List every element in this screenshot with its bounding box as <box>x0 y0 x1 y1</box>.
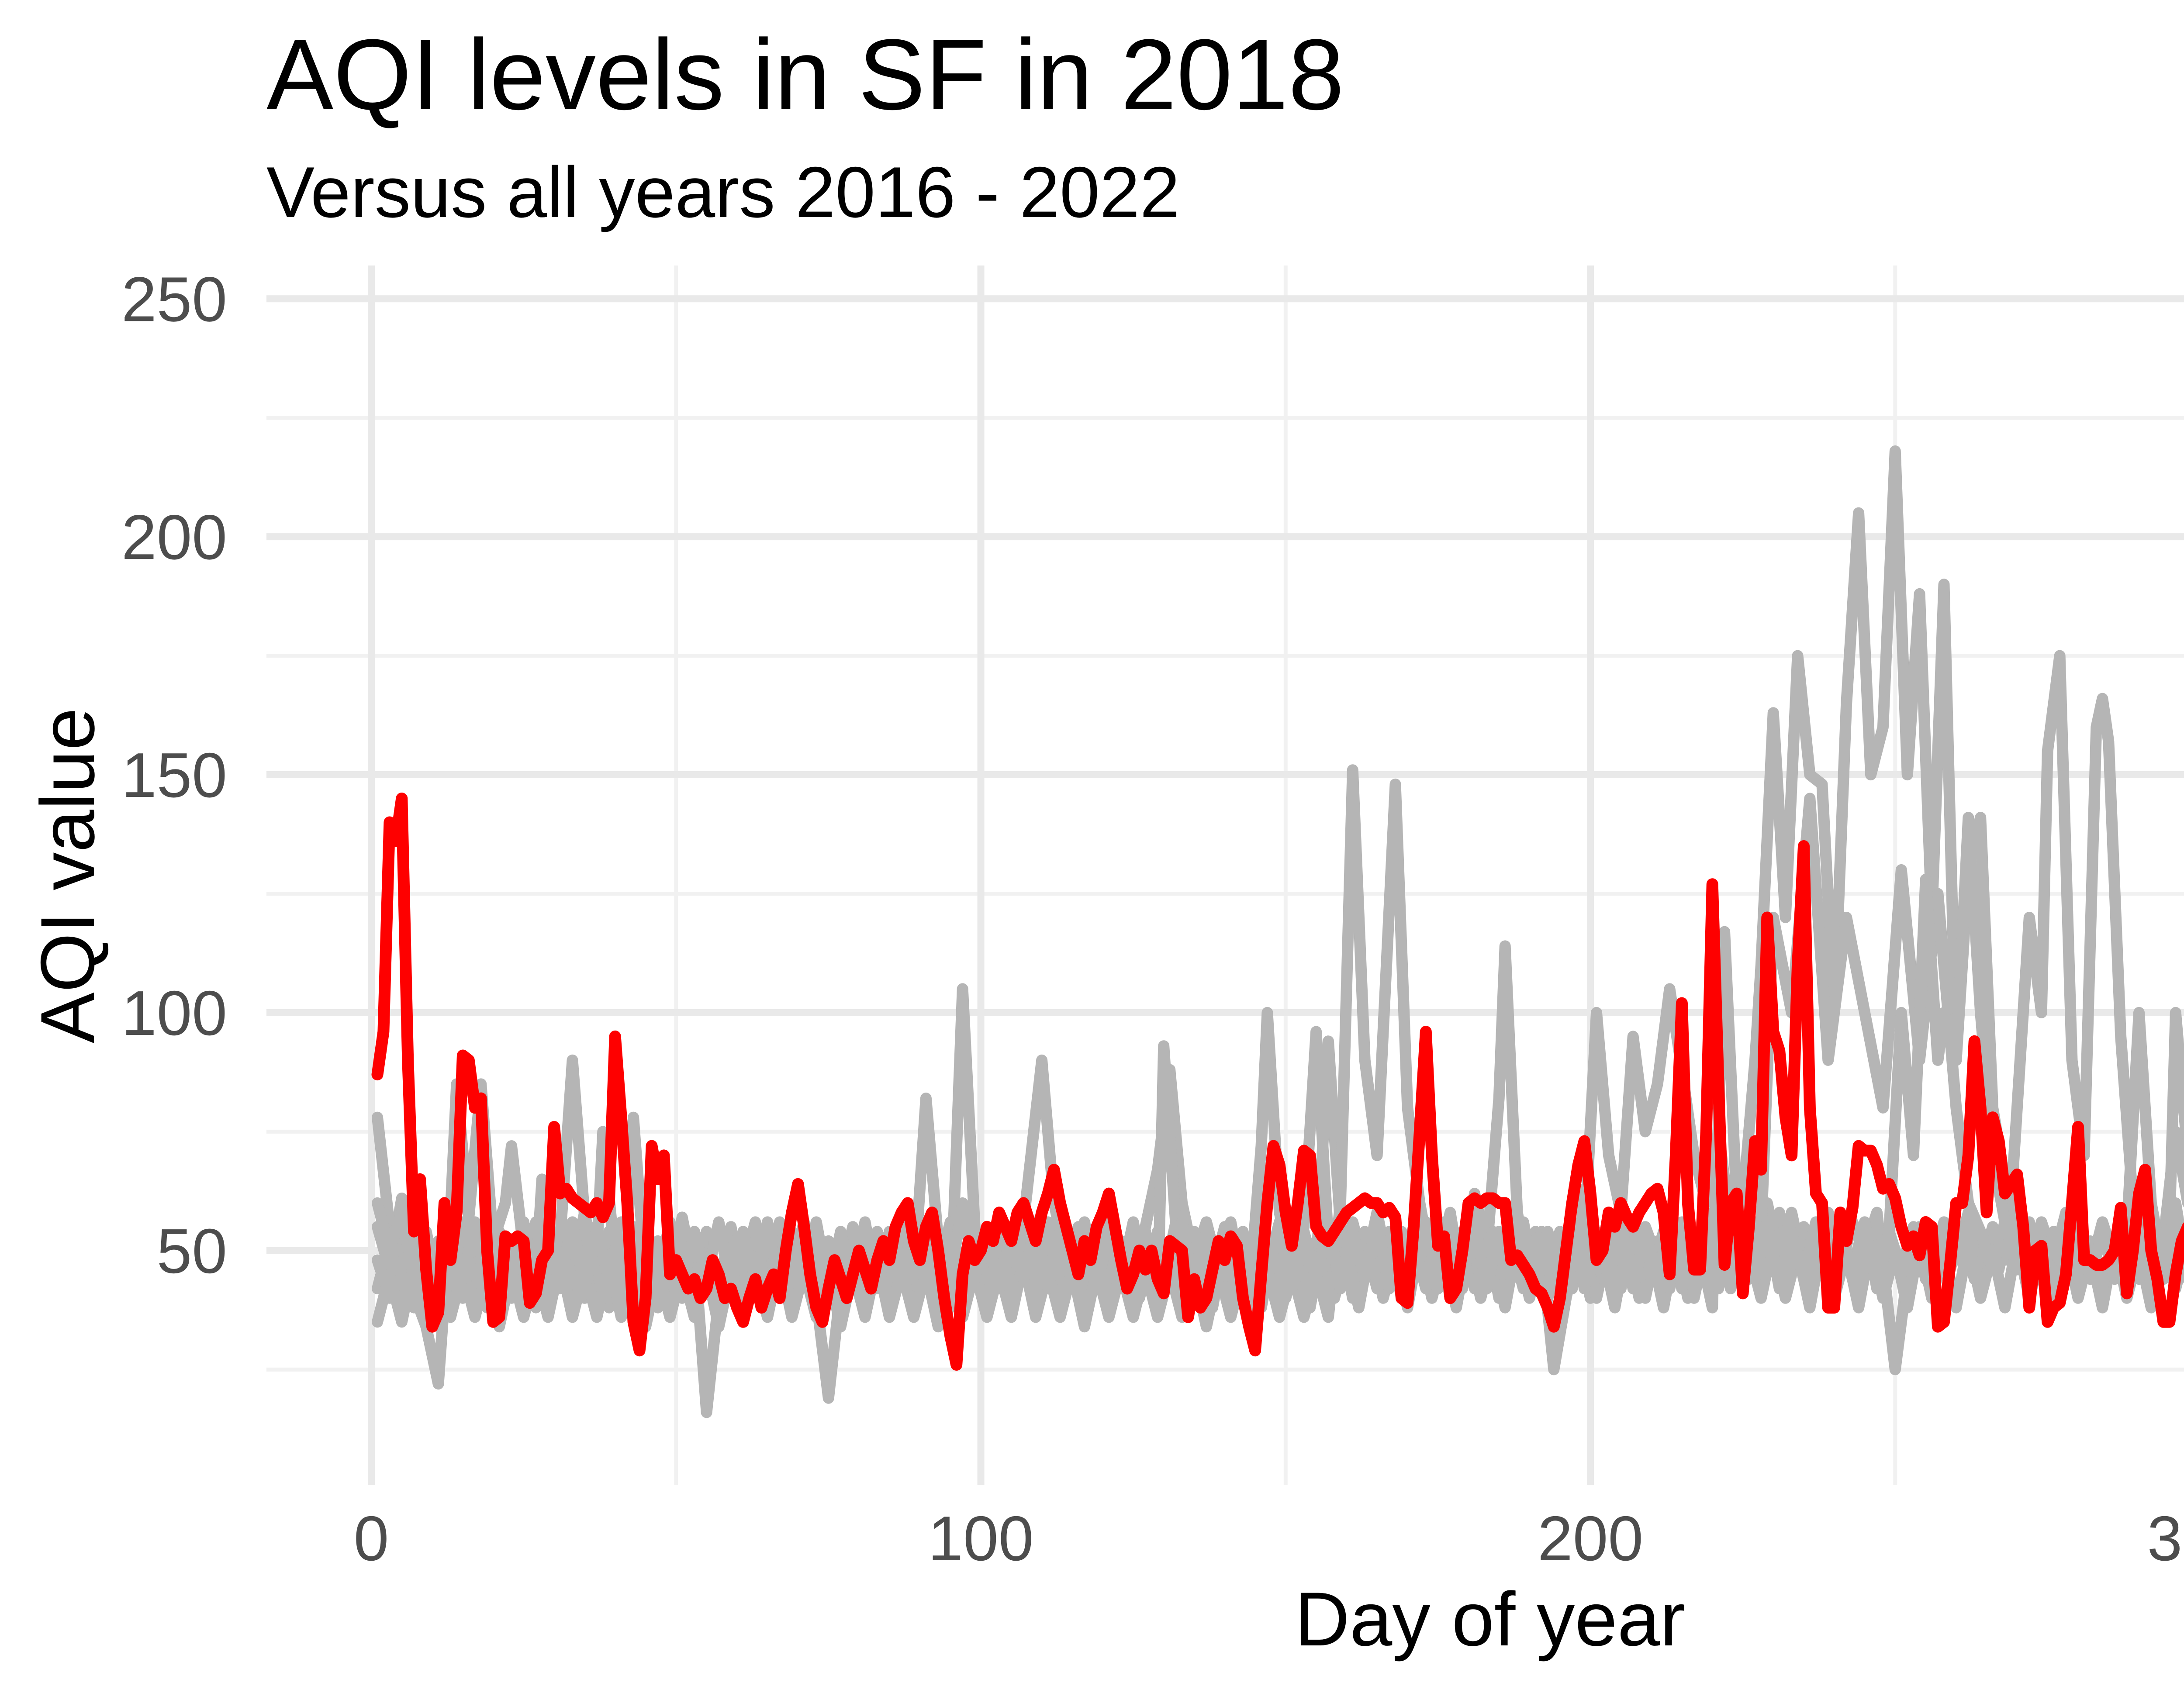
chart-subtitle: Versus all years 2016 - 2022 <box>266 152 1180 232</box>
y-tick-label-100: 100 <box>121 978 227 1048</box>
y-axis-title: AQI value <box>25 708 111 1043</box>
series-line-2018 <box>371 793 2184 1371</box>
x-tick-label-200: 200 <box>1538 1503 1643 1574</box>
x-axis-title: Day of year <box>1295 1577 1686 1662</box>
x-tick-label-100: 100 <box>928 1503 1034 1574</box>
series-layer <box>371 445 2184 1418</box>
tick-layer: 50 100 150 200 250 0 100 200 300 <box>121 264 2184 1574</box>
y-tick-label-200: 200 <box>121 502 227 572</box>
x-tick-label-300: 300 <box>2147 1503 2184 1574</box>
y-tick-label-250: 250 <box>121 264 227 334</box>
y-tick-label-150: 150 <box>121 740 227 810</box>
x-tick-label-0: 0 <box>354 1503 389 1574</box>
y-tick-label-50: 50 <box>157 1216 227 1286</box>
chart-title: AQI levels in SF in 2018 <box>266 18 1344 131</box>
